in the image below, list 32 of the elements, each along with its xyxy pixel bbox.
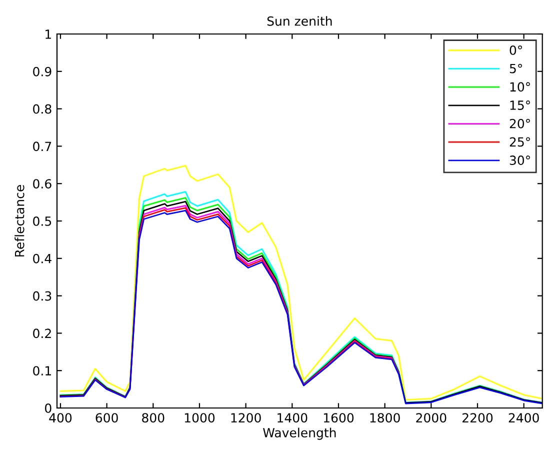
legend-label: 20° bbox=[510, 118, 530, 128]
y-tick-label: 0.8 bbox=[33, 104, 52, 114]
y-tick-label: 0.2 bbox=[33, 328, 51, 338]
x-tick-label: 1000 bbox=[184, 413, 215, 423]
legend-label: 25° bbox=[510, 137, 530, 147]
x-tick-label: 400 bbox=[49, 413, 72, 423]
legend-label: 0° bbox=[510, 45, 522, 55]
x-tick-label: 2000 bbox=[416, 413, 446, 423]
x-tick-label: 2200 bbox=[462, 413, 493, 423]
y-tick-label: 0 bbox=[45, 403, 52, 413]
y-tick-label: 0.4 bbox=[33, 254, 52, 264]
y-tick-label: 0.7 bbox=[33, 142, 52, 152]
x-tick-label: 1400 bbox=[278, 413, 308, 423]
chart-title: Sun zenith bbox=[267, 16, 332, 26]
legend-label: 10° bbox=[510, 82, 530, 92]
x-tick-label: 1800 bbox=[370, 413, 400, 423]
x-tick-label: 1600 bbox=[324, 413, 354, 423]
x-tick-label: 600 bbox=[96, 413, 118, 423]
y-tick-label: 0.1 bbox=[33, 366, 51, 376]
y-tick-label: 1 bbox=[46, 30, 51, 39]
x-tick-label: 1200 bbox=[231, 413, 261, 423]
x-tick-label: 800 bbox=[142, 413, 164, 423]
y-tick-label: 0.3 bbox=[33, 291, 52, 301]
legend-label: 5° bbox=[510, 64, 522, 74]
legend-label: 30° bbox=[510, 156, 530, 166]
y-tick-label: 0.5 bbox=[33, 216, 52, 226]
legend-label: 15° bbox=[510, 100, 530, 110]
x-axis-title: Wavelength bbox=[263, 428, 336, 440]
y-tick-label: 0.6 bbox=[33, 179, 52, 189]
x-tick-label: 2400 bbox=[508, 413, 539, 423]
y-axis-title: Reflectance bbox=[14, 185, 24, 256]
y-tick-label: 0.9 bbox=[33, 66, 52, 76]
